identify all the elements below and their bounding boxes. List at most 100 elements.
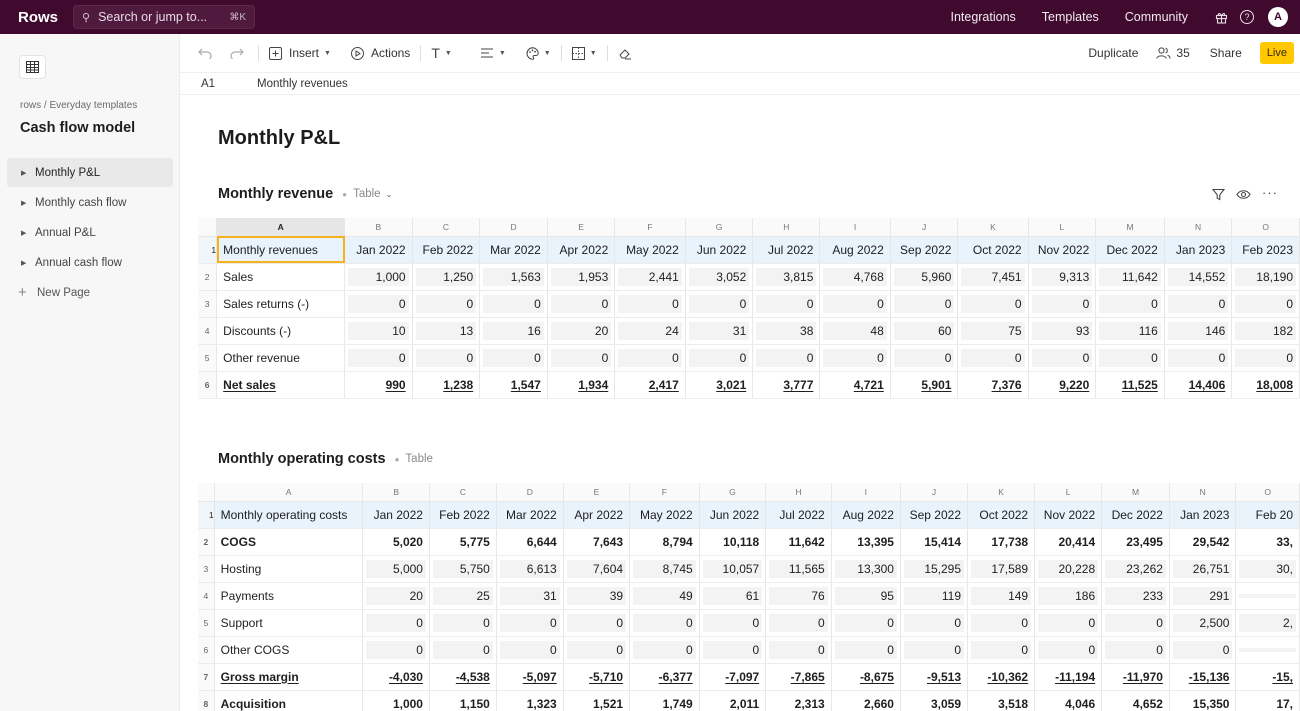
column-letter[interactable]: L xyxy=(1034,483,1103,502)
column-letter[interactable]: H xyxy=(752,218,821,237)
header-month-cell[interactable]: Apr 2022 xyxy=(563,501,631,529)
value-cell[interactable]: 7,376 xyxy=(957,371,1029,399)
value-cell[interactable]: 5,775 xyxy=(429,528,497,556)
value-cell[interactable]: 0 xyxy=(1028,344,1097,372)
redo-icon[interactable] xyxy=(230,47,244,59)
value-cell[interactable]: 10 xyxy=(344,317,413,345)
value-cell[interactable]: 2,313 xyxy=(765,690,832,711)
row-number[interactable]: 5 xyxy=(198,344,218,372)
value-cell[interactable]: 0 xyxy=(699,609,767,637)
column-letter[interactable]: F xyxy=(629,483,700,502)
value-cell[interactable]: 11,525 xyxy=(1095,371,1165,399)
value-cell[interactable]: -11,194 xyxy=(1034,663,1103,691)
new-page-button[interactable]: + New Page xyxy=(7,278,173,307)
value-cell[interactable]: -15,136 xyxy=(1169,663,1237,691)
value-cell[interactable]: 0 xyxy=(685,344,754,372)
row-number[interactable]: 2 xyxy=(198,528,215,556)
value-cell[interactable]: 0 xyxy=(957,344,1029,372)
header-month-cell[interactable]: Jul 2022 xyxy=(752,236,821,264)
header-month-cell[interactable]: Jun 2022 xyxy=(685,236,754,264)
value-cell[interactable]: 1,238 xyxy=(412,371,481,399)
value-cell[interactable]: 0 xyxy=(344,344,413,372)
value-cell[interactable]: 1,953 xyxy=(547,263,616,291)
grid-corner[interactable] xyxy=(198,218,218,237)
value-cell[interactable]: 60 xyxy=(890,317,959,345)
value-cell[interactable]: 2, xyxy=(1235,609,1300,637)
filter-icon[interactable] xyxy=(1212,188,1225,201)
column-letter[interactable]: F xyxy=(614,218,686,237)
header-month-cell[interactable]: Jul 2022 xyxy=(765,501,832,529)
row-number[interactable]: 6 xyxy=(198,371,218,399)
duplicate-button[interactable]: Duplicate xyxy=(1088,46,1139,60)
value-cell[interactable]: 0 xyxy=(890,290,959,318)
value-cell[interactable]: 0 xyxy=(957,290,1029,318)
column-letter[interactable]: J xyxy=(890,218,959,237)
value-cell[interactable]: 0 xyxy=(967,609,1036,637)
column-letter[interactable]: D xyxy=(496,483,564,502)
cell-reference[interactable]: A1 xyxy=(201,77,216,90)
header-month-cell[interactable]: Jan 2022 xyxy=(362,501,430,529)
column-letter[interactable]: K xyxy=(957,218,1029,237)
column-letter[interactable]: M xyxy=(1101,483,1170,502)
sidebar-item-monthly-pl[interactable]: ▶ Monthly P&L xyxy=(7,158,173,187)
value-cell[interactable]: 9,220 xyxy=(1028,371,1097,399)
column-letter[interactable]: M xyxy=(1095,218,1165,237)
header-month-cell[interactable]: Mar 2022 xyxy=(479,236,548,264)
value-cell[interactable]: 0 xyxy=(547,344,616,372)
value-cell[interactable]: -11,970 xyxy=(1101,663,1170,691)
value-cell[interactable]: 33, xyxy=(1235,528,1300,556)
value-cell[interactable]: 0 xyxy=(1169,636,1237,664)
value-cell[interactable]: 0 xyxy=(819,290,891,318)
column-letter[interactable]: C xyxy=(429,483,497,502)
value-cell[interactable]: 6,613 xyxy=(496,555,564,583)
value-cell[interactable]: 2,500 xyxy=(1169,609,1237,637)
row-label-cell[interactable]: Sales xyxy=(216,263,346,291)
value-cell[interactable]: 14,552 xyxy=(1164,263,1233,291)
column-letter[interactable]: C xyxy=(412,218,481,237)
row-number[interactable]: 1 xyxy=(198,501,215,529)
rows-logo[interactable]: Rows xyxy=(18,8,59,26)
value-cell[interactable]: 38 xyxy=(752,317,821,345)
column-letter[interactable]: D xyxy=(479,218,548,237)
column-letter[interactable]: G xyxy=(685,218,754,237)
value-cell[interactable]: 0 xyxy=(1028,290,1097,318)
value-cell[interactable]: 0 xyxy=(429,636,497,664)
text-format-button[interactable]: T ▼ xyxy=(431,45,452,61)
value-cell[interactable]: 0 xyxy=(1101,609,1170,637)
row-label-cell[interactable]: Other revenue xyxy=(216,344,346,372)
column-letter[interactable]: J xyxy=(900,483,969,502)
nav-community[interactable]: Community xyxy=(1124,10,1188,24)
header-month-cell[interactable]: Oct 2022 xyxy=(957,236,1029,264)
align-button[interactable]: ▼ xyxy=(480,48,506,58)
column-letter[interactable]: E xyxy=(547,218,616,237)
value-cell[interactable]: 5,960 xyxy=(890,263,959,291)
avatar[interactable]: A xyxy=(1268,7,1288,27)
header-month-cell[interactable]: Aug 2022 xyxy=(819,236,891,264)
table-name[interactable]: Monthly revenue xyxy=(218,186,334,202)
row-label-cell[interactable]: Net sales xyxy=(216,371,346,399)
header-month-cell[interactable]: Sep 2022 xyxy=(890,236,959,264)
header-label-cell[interactable]: Monthly operating costs xyxy=(214,501,364,529)
value-cell[interactable]: 0 xyxy=(547,290,616,318)
header-month-cell[interactable]: Feb 2022 xyxy=(429,501,497,529)
value-cell[interactable]: -4,538 xyxy=(429,663,497,691)
value-cell[interactable]: 5,020 xyxy=(362,528,430,556)
value-cell[interactable]: 0 xyxy=(1101,636,1170,664)
value-cell[interactable]: 0 xyxy=(1095,344,1165,372)
value-cell[interactable]: 2,011 xyxy=(699,690,767,711)
value-cell[interactable]: 7,604 xyxy=(563,555,631,583)
column-letter[interactable]: I xyxy=(831,483,901,502)
column-letter[interactable]: A xyxy=(214,483,364,502)
value-cell[interactable]: 0 xyxy=(1034,609,1103,637)
value-cell[interactable]: 0 xyxy=(1231,344,1300,372)
row-label-cell[interactable]: Other COGS xyxy=(214,636,364,664)
value-cell[interactable]: 0 xyxy=(614,290,686,318)
row-label-cell[interactable]: Discounts (-) xyxy=(216,317,346,345)
row-number[interactable]: 3 xyxy=(198,555,215,583)
row-number[interactable]: 6 xyxy=(198,636,215,664)
value-cell[interactable]: 4,652 xyxy=(1101,690,1170,711)
value-cell[interactable]: 8,794 xyxy=(629,528,700,556)
value-cell[interactable]: 990 xyxy=(344,371,413,399)
value-cell[interactable]: 17,589 xyxy=(967,555,1036,583)
value-cell[interactable]: 24 xyxy=(614,317,686,345)
